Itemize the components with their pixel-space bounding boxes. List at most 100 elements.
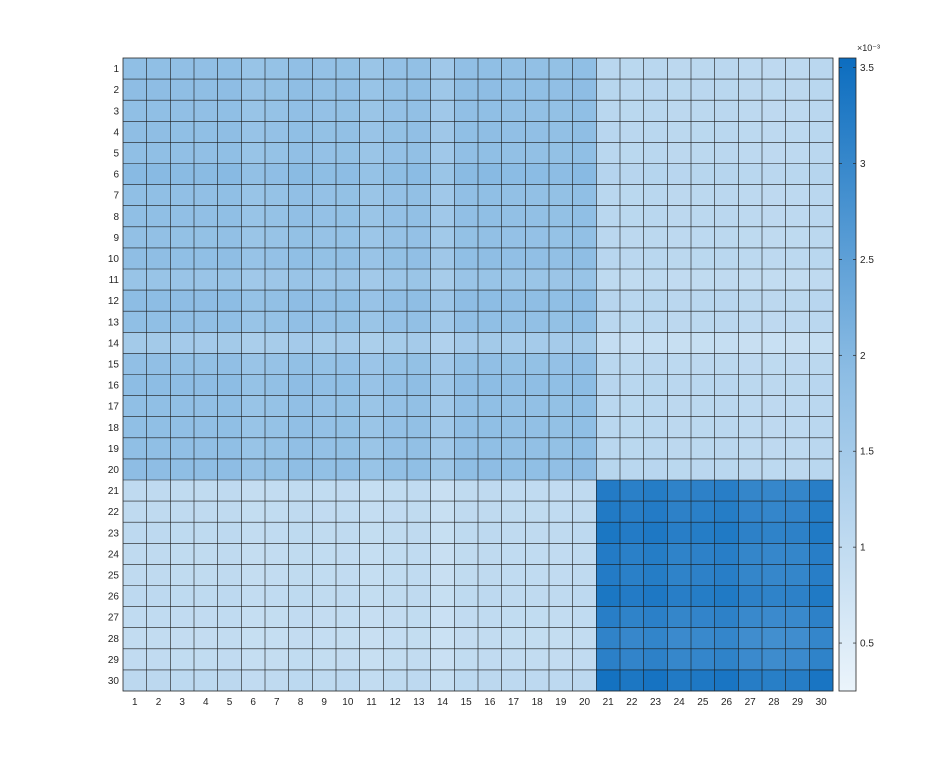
heatmap-cell	[738, 353, 763, 375]
x-tick-label: 16	[484, 697, 496, 708]
heatmap-cell	[785, 79, 810, 101]
heatmap-cell	[525, 205, 550, 228]
heatmap-cell	[336, 501, 360, 523]
heatmap-cell	[691, 79, 715, 101]
heatmap-cell	[383, 100, 408, 122]
heatmap-cell	[407, 669, 431, 692]
y-tick-label: 10	[108, 254, 120, 265]
heatmap-cell	[146, 100, 171, 122]
heatmap-cell	[714, 437, 739, 460]
heatmap-cell	[785, 416, 810, 439]
heatmap-cell	[288, 458, 313, 481]
heatmap-cell	[312, 205, 337, 228]
heatmap-cell	[572, 627, 597, 650]
heatmap-cell	[430, 543, 455, 565]
heatmap-cell	[691, 564, 715, 586]
heatmap-cell	[454, 163, 479, 185]
heatmap-cell	[596, 627, 621, 650]
heatmap-cell	[194, 458, 218, 481]
heatmap-cell	[738, 58, 763, 80]
heatmap-cell	[714, 311, 739, 333]
heatmap-cell	[146, 564, 171, 586]
heatmap-cell	[620, 395, 644, 417]
heatmap-cell	[383, 205, 408, 228]
heatmap-cell	[359, 79, 384, 101]
heatmap-cell	[265, 585, 289, 607]
heatmap-cell	[194, 226, 218, 249]
heatmap-cell	[525, 522, 550, 544]
heatmap-cell	[194, 669, 218, 692]
heatmap-cell	[430, 79, 455, 101]
heatmap-cell	[170, 585, 195, 607]
heatmap-cell	[620, 58, 644, 80]
heatmap-cell	[501, 58, 526, 80]
heatmap-cell	[620, 332, 644, 354]
heatmap-cell	[359, 184, 384, 206]
heatmap-cell	[501, 269, 526, 291]
heatmap-cell	[288, 163, 313, 185]
heatmap-cell	[762, 606, 786, 628]
heatmap-cell	[265, 332, 289, 354]
heatmap-cell	[620, 648, 644, 671]
heatmap-cell	[809, 606, 834, 628]
heatmap-cell	[572, 522, 597, 544]
heatmap-cell	[620, 290, 644, 312]
heatmap-cell	[643, 58, 668, 80]
heatmap-cell	[643, 121, 668, 143]
heatmap-cell	[525, 163, 550, 185]
heatmap-cell	[217, 79, 242, 101]
heatmap-cell	[667, 142, 692, 164]
heatmap-cell	[454, 585, 479, 607]
heatmap-cell	[312, 522, 337, 544]
x-tick-label: 24	[674, 697, 686, 708]
heatmap-cell	[359, 311, 384, 333]
heatmap-cell	[691, 100, 715, 122]
heatmap-cell	[454, 564, 479, 586]
heatmap-cell	[620, 142, 644, 164]
heatmap-cell	[525, 269, 550, 291]
heatmap-cell	[336, 247, 360, 270]
heatmap-cell	[643, 163, 668, 185]
heatmap-cell	[501, 142, 526, 164]
heatmap-cell	[288, 311, 313, 333]
heatmap-cell	[549, 142, 573, 164]
heatmap-cell	[146, 121, 171, 143]
heatmap-cell	[123, 585, 147, 607]
heatmap-cell	[525, 184, 550, 206]
heatmap-cell	[785, 522, 810, 544]
heatmap-cell	[809, 163, 834, 185]
heatmap-cell	[241, 458, 266, 481]
heatmap-cell	[170, 290, 195, 312]
heatmap-cell	[478, 226, 502, 249]
heatmap-cell	[288, 226, 313, 249]
heatmap-cell	[691, 501, 715, 523]
heatmap-cell	[525, 458, 550, 481]
heatmap-cell	[620, 79, 644, 101]
heatmap-cell	[762, 543, 786, 565]
heatmap-cell	[714, 395, 739, 417]
heatmap-cell	[383, 374, 408, 396]
heatmap-cell	[336, 437, 360, 460]
heatmap-cell	[525, 79, 550, 101]
heatmap-cell	[714, 543, 739, 565]
heatmap-cell	[288, 58, 313, 80]
heatmap-cell	[809, 458, 834, 481]
heatmap-cell	[407, 100, 431, 122]
heatmap-cell	[170, 648, 195, 671]
heatmap-cell	[241, 353, 266, 375]
heatmap-cell	[714, 353, 739, 375]
heatmap-cell	[217, 585, 242, 607]
heatmap-cell	[359, 501, 384, 523]
heatmap-cell	[123, 79, 147, 101]
heatmap-cell	[809, 585, 834, 607]
heatmap-cell	[265, 58, 289, 80]
heatmap-cell	[478, 269, 502, 291]
heatmap-cell	[146, 184, 171, 206]
heatmap-cell	[667, 184, 692, 206]
heatmap-cell	[762, 585, 786, 607]
heatmap-cell	[241, 79, 266, 101]
heatmap-cell	[572, 79, 597, 101]
heatmap-cell	[596, 416, 621, 439]
heatmap-cell	[146, 395, 171, 417]
heatmap-cell	[572, 585, 597, 607]
